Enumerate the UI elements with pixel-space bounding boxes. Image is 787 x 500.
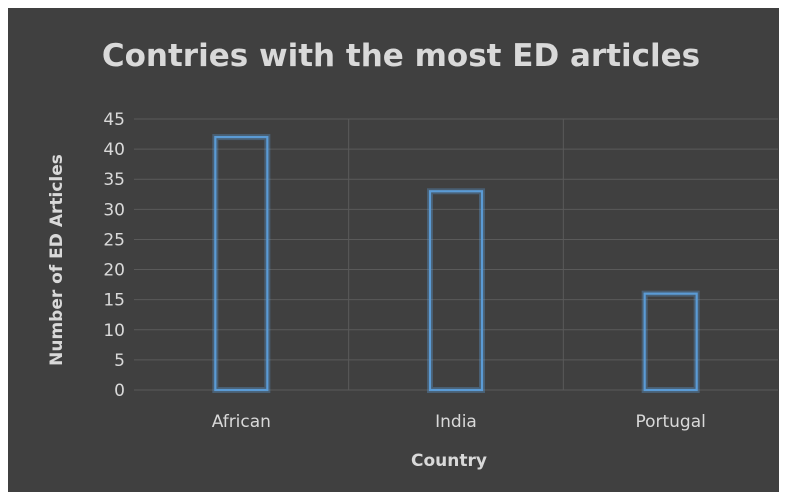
x-tick-label: Portugal [635, 412, 705, 432]
y-tick-label: 5 [114, 351, 125, 371]
x-axis-title: Country [411, 451, 487, 471]
chart-title: Contries with the most ED articles [102, 38, 700, 74]
y-tick-label: 20 [103, 261, 125, 281]
y-tick-label: 10 [103, 321, 125, 341]
bar-portugal [643, 292, 698, 392]
bar-glow [641, 290, 700, 393]
x-tick-label: African [212, 412, 271, 432]
gridlines [134, 118, 778, 391]
y-tick-label: 25 [103, 230, 125, 250]
y-tick-label: 30 [103, 200, 125, 220]
x-axis-ticks: African India Portugal [212, 412, 706, 432]
y-axis-title: Number of ED Articles [47, 154, 67, 366]
bar-african [214, 135, 269, 392]
x-tick-label: India [435, 412, 477, 432]
bar-glow [212, 134, 271, 393]
y-tick-label: 40 [103, 140, 125, 160]
y-tick-label: 35 [103, 170, 125, 190]
bar-india [428, 190, 484, 392]
y-tick-label: 45 [103, 110, 125, 130]
chart-panel: Contries with the most ED articles 0 5 10 1… [8, 8, 779, 492]
y-tick-label: 15 [103, 291, 125, 311]
bar-chart: Contries with the most ED articles 0 5 10 1… [47, 38, 778, 471]
bars [212, 134, 700, 393]
y-axis-ticks: 0 5 10 15 20 25 30 35 40 45 [103, 110, 125, 401]
y-tick-label: 0 [114, 381, 125, 401]
